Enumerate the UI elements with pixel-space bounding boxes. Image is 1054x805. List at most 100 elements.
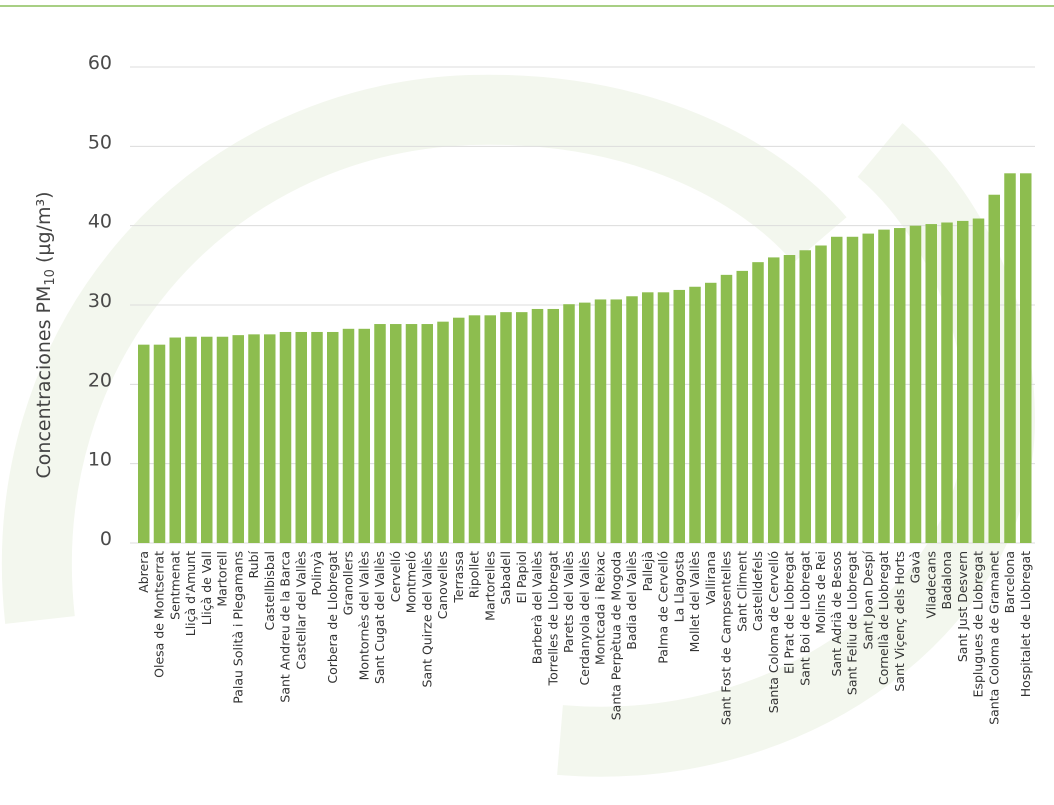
x-category-label: Badalona xyxy=(939,551,954,610)
bar xyxy=(799,250,811,543)
x-category-label: Viladecans xyxy=(923,551,938,618)
x-category-label: La Llagosta xyxy=(671,551,686,622)
x-category-label: Mollet del Vallès xyxy=(687,551,702,652)
x-category-label: Gavà xyxy=(908,551,923,583)
bar xyxy=(421,324,433,543)
bar xyxy=(909,225,922,543)
y-tick-label: 20 xyxy=(88,369,112,391)
bar xyxy=(752,262,764,543)
bar xyxy=(169,337,181,543)
y-tick-label: 50 xyxy=(88,131,112,153)
x-category-label: Castellar del Vallès xyxy=(293,551,308,670)
bar xyxy=(831,236,843,544)
x-category-label: Terrassa xyxy=(451,551,466,604)
x-category-label: Sant Viçenç dels Horts xyxy=(892,551,907,692)
bar xyxy=(153,344,166,543)
y-tick-label: 30 xyxy=(88,290,112,312)
bar xyxy=(626,296,638,543)
x-category-label: Canovelles xyxy=(435,551,450,619)
x-category-label: Martorell xyxy=(215,551,230,607)
bar xyxy=(468,315,481,543)
watermark-arc-left xyxy=(1,74,847,624)
x-category-label: El Papiol xyxy=(514,551,529,604)
x-category-label: Palma de Cervelló xyxy=(656,551,671,664)
x-category-label: Sant Climent xyxy=(734,551,749,632)
x-category-label: Sant Boi de Llobregat xyxy=(797,551,812,686)
x-category-label: Torrelles de Llobregat xyxy=(545,551,560,687)
x-category-label: Badia del Vallès xyxy=(624,551,639,650)
bar xyxy=(972,218,985,543)
x-category-label: Sant Joan Despí xyxy=(860,550,875,649)
x-category-label: Granollers xyxy=(341,551,356,615)
bar xyxy=(705,282,717,543)
bar xyxy=(484,315,496,543)
x-category-label: Molins de Rei xyxy=(813,551,828,634)
x-category-label: Corbera de Llobregat xyxy=(325,551,340,684)
bar xyxy=(138,344,150,543)
bar xyxy=(579,302,591,543)
bar xyxy=(216,336,229,543)
bar xyxy=(374,324,386,543)
x-category-label: Cornellà de Llobregat xyxy=(876,551,891,685)
x-category-label: Sant Feliu de Llobregat xyxy=(845,551,860,695)
y-tick-label: 40 xyxy=(88,211,112,233)
x-category-label: Montcada i Reixac xyxy=(593,551,608,665)
x-category-label: Abrera xyxy=(136,551,151,593)
bar xyxy=(736,270,748,543)
x-category-label: El Prat de Llobregat xyxy=(782,551,797,674)
y-tick-label: 60 xyxy=(88,52,112,74)
bar xyxy=(862,233,874,543)
bar xyxy=(516,312,528,543)
bar xyxy=(957,220,969,543)
bar xyxy=(311,331,323,543)
bar xyxy=(248,334,260,543)
bar xyxy=(327,331,339,543)
bar xyxy=(295,331,307,543)
bars xyxy=(138,173,1032,544)
bar xyxy=(925,224,937,543)
x-category-label: Montornès del Vallès xyxy=(356,551,371,680)
x-category-label: Cerdanyola del Vallès xyxy=(577,551,592,685)
bar xyxy=(563,304,575,543)
x-category-label: Ripollet xyxy=(467,551,482,598)
bar xyxy=(768,257,780,543)
bar xyxy=(594,299,607,543)
x-category-label: Parets del Vallès xyxy=(561,551,576,653)
bar xyxy=(232,335,244,543)
bar xyxy=(279,331,292,543)
x-category-label: Palau Solità i Plegamans xyxy=(230,551,245,704)
bar xyxy=(531,308,544,543)
y-tick-label: 0 xyxy=(100,528,112,550)
bar xyxy=(547,308,559,543)
x-category-label: Sant Andreu de la Barca xyxy=(278,551,293,703)
x-category-label: Barberà del Vallès xyxy=(530,551,545,664)
bar xyxy=(878,229,890,543)
x-category-label: Sabadell xyxy=(498,551,513,605)
x-category-label: Cervelló xyxy=(388,551,403,602)
x-axis-labels: Abrera Olesa de Montserrat Sentmenat Lliçà … xyxy=(136,550,1033,725)
bar xyxy=(988,194,1000,543)
x-category-label: Sant Cugat del Vallès xyxy=(372,551,387,684)
bar xyxy=(673,289,685,543)
bar xyxy=(815,245,827,543)
x-category-label: Olesa de Montserrat xyxy=(152,551,167,678)
bar xyxy=(437,321,449,543)
x-category-label: Castelldefels xyxy=(750,551,765,631)
bar xyxy=(453,317,465,543)
x-category-label: Sant Adrià de Besos xyxy=(829,551,844,676)
bar xyxy=(201,336,213,543)
x-category-label: Esplugues de Llobregat xyxy=(971,551,986,698)
bar xyxy=(720,274,733,543)
x-category-label: Santa Coloma de Cervelló xyxy=(766,551,781,713)
bar xyxy=(1020,173,1032,543)
bar xyxy=(610,299,622,543)
bar xyxy=(358,328,370,543)
x-category-label: Polinyà xyxy=(309,551,324,596)
x-category-label: Castellbisbal xyxy=(262,551,277,630)
x-category-label: Hospitalet de Llobregat xyxy=(1018,551,1033,697)
x-category-label: Sant Quirze del Vallès xyxy=(419,551,434,687)
y-axis-ticks: 0 10 20 30 40 50 60 xyxy=(88,52,112,550)
bar xyxy=(783,255,796,543)
